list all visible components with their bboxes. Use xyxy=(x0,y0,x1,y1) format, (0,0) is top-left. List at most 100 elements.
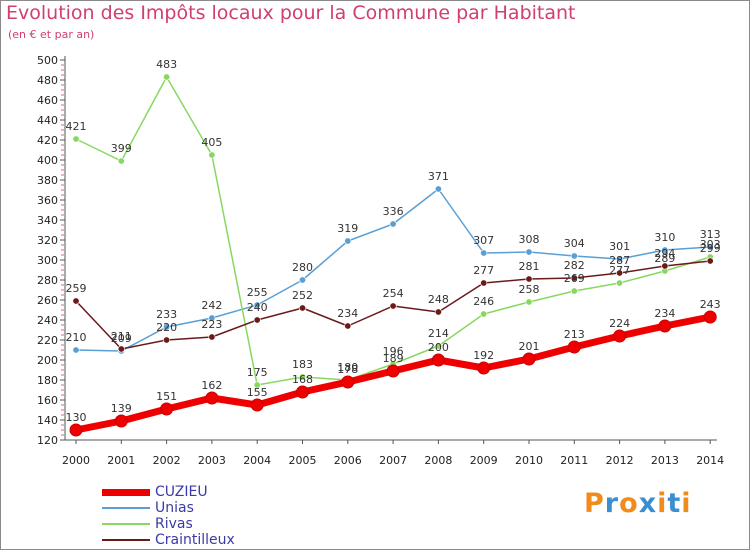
chart-title: Evolution des Impôts locaux pour la Comm… xyxy=(6,2,576,24)
y-tick-label: 460 xyxy=(37,94,58,107)
data-label: 307 xyxy=(473,234,494,247)
data-point xyxy=(163,73,171,81)
y-tick-label: 140 xyxy=(37,414,58,427)
legend-swatch-cuzieu xyxy=(102,488,150,496)
data-point xyxy=(477,361,491,375)
data-label: 294 xyxy=(654,247,675,260)
data-point xyxy=(298,304,306,312)
data-label: 304 xyxy=(564,237,585,250)
data-point xyxy=(341,375,355,389)
data-label: 223 xyxy=(201,318,222,331)
data-label: 248 xyxy=(428,293,449,306)
data-point xyxy=(616,255,624,263)
data-point xyxy=(706,243,714,251)
y-tick-label: 260 xyxy=(37,294,58,307)
data-point xyxy=(389,302,397,310)
data-label: 139 xyxy=(111,402,132,415)
data-label: 254 xyxy=(383,287,404,300)
legend-label-craintilleux: Craintilleux xyxy=(155,532,235,548)
data-label: 282 xyxy=(564,259,585,272)
data-point xyxy=(525,275,533,283)
y-tick-label: 200 xyxy=(37,354,58,367)
data-label: 299 xyxy=(700,242,721,255)
legend-swatch-unias xyxy=(102,507,150,509)
y-tick-label: 220 xyxy=(37,334,58,347)
data-point xyxy=(434,308,442,316)
data-label: 405 xyxy=(201,136,222,149)
y-tick-label: 120 xyxy=(37,434,58,447)
data-point xyxy=(344,237,352,245)
data-label: 313 xyxy=(700,228,721,241)
x-tick-label: 2012 xyxy=(606,454,634,467)
data-point xyxy=(616,279,624,287)
y-tick-label: 480 xyxy=(37,74,58,87)
data-label: 175 xyxy=(247,366,268,379)
data-label: 180 xyxy=(337,361,358,374)
data-label: 183 xyxy=(292,358,313,371)
y-tick-label: 420 xyxy=(37,134,58,147)
data-point xyxy=(208,333,216,341)
data-label: 214 xyxy=(428,327,449,340)
data-label: 301 xyxy=(609,240,630,253)
data-label: 233 xyxy=(156,308,177,321)
chart-subtitle: (en € et par an) xyxy=(8,28,95,41)
data-label: 269 xyxy=(564,272,585,285)
data-point xyxy=(298,276,306,284)
data-point xyxy=(525,248,533,256)
data-label: 319 xyxy=(337,222,358,235)
data-label: 308 xyxy=(519,233,540,246)
data-point xyxy=(72,135,80,143)
data-label: 258 xyxy=(519,283,540,296)
x-tick-label: 2003 xyxy=(198,454,226,467)
data-label: 210 xyxy=(66,331,87,344)
data-label: 280 xyxy=(292,261,313,274)
data-point xyxy=(253,316,261,324)
data-label: 252 xyxy=(292,289,313,302)
data-point xyxy=(205,391,219,405)
data-point xyxy=(163,323,171,331)
y-tick-label: 280 xyxy=(37,274,58,287)
legend-label-rivas: Rivas xyxy=(155,516,193,532)
data-point xyxy=(616,269,624,277)
data-point xyxy=(250,398,264,412)
x-tick-label: 2014 xyxy=(696,454,724,467)
data-label: 277 xyxy=(609,264,630,277)
data-point xyxy=(522,352,536,366)
data-label: 189 xyxy=(383,352,404,365)
y-tick-label: 300 xyxy=(37,254,58,267)
data-label: 224 xyxy=(609,317,630,330)
y-tick-label: 440 xyxy=(37,114,58,127)
legend-swatch-rivas xyxy=(102,523,150,525)
data-point xyxy=(253,301,261,309)
data-point xyxy=(434,342,442,350)
data-label: 246 xyxy=(473,295,494,308)
data-point xyxy=(570,287,578,295)
x-tick-label: 2001 xyxy=(107,454,135,467)
data-label: 240 xyxy=(247,301,268,314)
data-point xyxy=(431,353,445,367)
x-tick-label: 2004 xyxy=(243,454,271,467)
data-label: 277 xyxy=(473,264,494,277)
data-point xyxy=(658,319,672,333)
data-point xyxy=(386,364,400,378)
data-point xyxy=(208,151,216,159)
data-label: 162 xyxy=(201,379,222,392)
y-tick-label: 500 xyxy=(37,54,58,67)
data-point xyxy=(434,185,442,193)
data-label: 213 xyxy=(564,328,585,341)
x-tick-label: 2006 xyxy=(334,454,362,467)
y-tick-label: 340 xyxy=(37,214,58,227)
logo-letter: r xyxy=(604,488,620,519)
x-tick-label: 2011 xyxy=(560,454,588,467)
logo-letter: t xyxy=(667,488,682,519)
data-point xyxy=(389,220,397,228)
y-tick-label: 380 xyxy=(37,174,58,187)
data-point xyxy=(160,402,174,416)
data-point xyxy=(613,329,627,343)
data-point xyxy=(525,298,533,306)
data-label: 220 xyxy=(156,321,177,334)
data-point xyxy=(72,297,80,305)
data-label: 287 xyxy=(609,254,630,267)
data-label: 151 xyxy=(156,390,177,403)
data-label: 399 xyxy=(111,142,132,155)
